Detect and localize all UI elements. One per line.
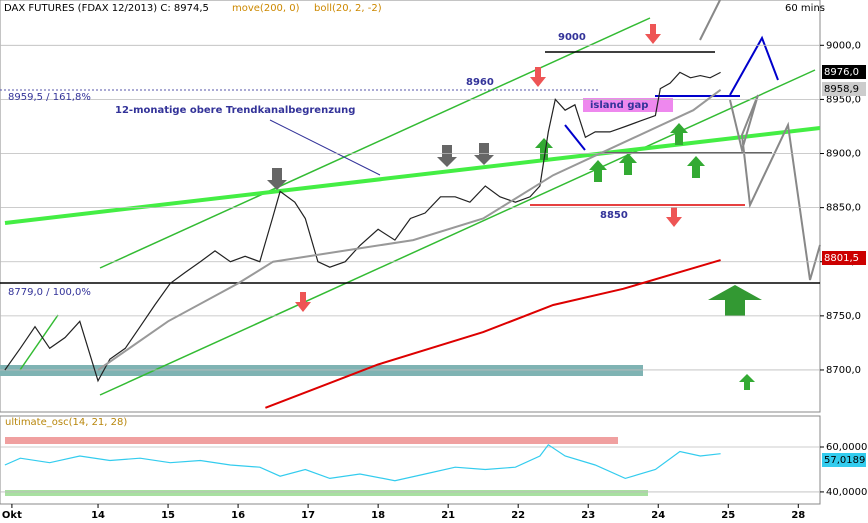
support-zone [0, 365, 643, 376]
arrow-down [474, 143, 494, 165]
annotation: 8850 [600, 210, 628, 221]
channel-upper [99, 17, 651, 269]
x-tick-label: Okt [2, 510, 22, 521]
x-tick-label: 16 [231, 510, 245, 521]
annotation: 8779,0 / 100,0% [8, 287, 91, 298]
timeframe: 60 mins [785, 3, 825, 14]
annotation: island gap [590, 100, 648, 111]
osc-low-band [5, 490, 648, 496]
y-tick-label: 8750,0 [826, 311, 861, 322]
trend-long [4, 126, 821, 225]
arrow-up [535, 138, 553, 160]
x-tick-label: 18 [371, 510, 385, 521]
blue-projection [729, 35, 779, 96]
y-tick-label: 8850,0 [826, 203, 861, 214]
price-label-bg [822, 82, 866, 96]
x-tick-label: 24 [651, 510, 665, 521]
series-line [97, 88, 722, 371]
annotation: 9000 [558, 32, 586, 43]
price-label-bg [822, 65, 866, 79]
arrow-up [589, 160, 607, 182]
arrow-up [687, 156, 705, 178]
annotation: 8959,5 / 161,8% [8, 92, 91, 103]
x-tick-label: 17 [301, 510, 315, 521]
arrow-down [666, 207, 682, 227]
arrow-up [708, 285, 762, 316]
channel-lower [99, 69, 816, 396]
arrow-down [530, 67, 546, 87]
annotation: 12-monatige obere Trendkanalbegrenzung [115, 105, 355, 116]
series-line [265, 259, 721, 409]
x-tick-label: 22 [511, 510, 525, 521]
y-tick-label: 9000,0 [826, 40, 861, 51]
y-tick-label: 60,0000 [826, 442, 867, 453]
osc-panel [0, 415, 821, 505]
arrow-up [739, 374, 755, 390]
arrow-up [619, 153, 637, 175]
arrow-up [670, 123, 688, 145]
trend-short [19, 314, 59, 371]
blue-stroke [564, 124, 586, 151]
island-gap-box [583, 98, 673, 112]
osc-title: ultimate_osc(14, 21, 28) [5, 417, 127, 428]
y-tick-label: 8700,0 [826, 365, 861, 376]
pointer-line [269, 119, 381, 176]
annotation: 8801,5 [824, 253, 859, 264]
x-tick-label: 14 [91, 510, 105, 521]
x-tick-label: 21 [441, 510, 455, 521]
x-tick-label: 15 [161, 510, 175, 521]
series-line [4, 443, 721, 482]
x-tick-label: 23 [581, 510, 595, 521]
osc-high-band [5, 437, 618, 444]
x-tick-label: 25 [721, 510, 735, 521]
legend-entry: boll(20, 2, -2) [314, 3, 382, 14]
arrow-down [437, 145, 457, 167]
y-tick-label: 8950,0 [826, 94, 861, 105]
annotation: 8958,9 [824, 84, 859, 95]
arrows [267, 24, 762, 390]
gray-projection-up [699, 0, 721, 41]
y-tick-label: 40,0000 [826, 487, 867, 498]
series-line [4, 71, 721, 383]
arrow-down [645, 24, 661, 44]
arrow-down [267, 168, 287, 190]
y-tick-label: 8900,0 [826, 149, 861, 160]
annotation: 8960 [466, 77, 494, 88]
osc-last-label: 57,0189 [824, 455, 865, 466]
annotation: 8976,0 [824, 67, 859, 78]
legend-entry: move(200, 0) [232, 3, 300, 14]
x-tick-label: 28 [791, 510, 805, 521]
chart-title: DAX FUTURES (FDAX 12/2013) C: 8974,5 [4, 3, 209, 14]
price-label-bg [822, 251, 866, 265]
arrow-down [295, 292, 311, 312]
gray-projection [729, 94, 821, 281]
price-label-bg [822, 453, 866, 467]
drawings [0, 0, 821, 396]
main-panel [0, 0, 821, 413]
